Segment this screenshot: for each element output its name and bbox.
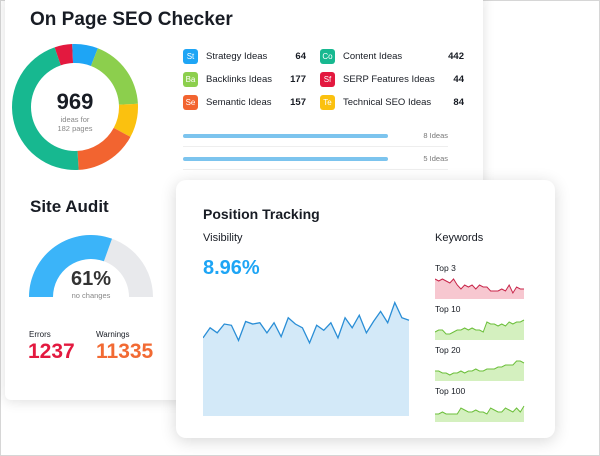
legend-item: St Strategy Ideas (183, 49, 267, 64)
legend-badge: Ba (183, 72, 198, 87)
legend-value: 177 (290, 74, 306, 85)
area-fill (435, 406, 524, 422)
legend-item: Sf SERP Features Ideas (320, 72, 435, 87)
tracking-title: Position Tracking (203, 206, 320, 222)
keyword-label: Top 20 (435, 345, 461, 355)
legend-label: Semantic Ideas (206, 97, 272, 108)
donut-segment (90, 48, 138, 105)
divider (183, 169, 448, 170)
legend-badge: Sf (320, 72, 335, 87)
legend-value: 44 (453, 74, 464, 85)
area-fill (203, 302, 409, 416)
keyword-sparkline (435, 278, 524, 299)
keyword-label: Top 100 (435, 386, 466, 396)
donut-segment (113, 103, 138, 137)
series-line (435, 319, 525, 335)
divider (183, 146, 448, 147)
keywords-label: Keywords (435, 232, 484, 244)
gauge-fill (29, 235, 113, 297)
visibility-label: Visibility (203, 232, 243, 244)
legend-label: SERP Features Ideas (343, 74, 435, 85)
legend-badge: Te (320, 95, 335, 110)
series-line (435, 360, 525, 376)
ideas-sub2: 182 pages (57, 124, 93, 133)
donut-segment (72, 44, 98, 66)
legend-label: Strategy Ideas (206, 51, 268, 62)
legend-label: Technical SEO Ideas (343, 97, 432, 108)
series-line (435, 405, 525, 415)
warnings-value: 11335 (96, 340, 154, 363)
donut-segment (11, 47, 79, 171)
keyword-sparkline (435, 319, 525, 340)
series-line (435, 278, 524, 295)
audit-sub: no changes (71, 291, 111, 300)
keyword-label: Top 3 (435, 263, 456, 273)
legend-item: Te Technical SEO Ideas (320, 95, 431, 110)
ideas-bar-2 (183, 157, 388, 161)
legend-item: Se Semantic Ideas (183, 95, 271, 110)
legend-label: Content Ideas (343, 51, 403, 62)
ideas-sub1: ideas for (60, 115, 90, 124)
errors-label: Errors (29, 330, 51, 339)
legend-item: Co Content Ideas (320, 49, 402, 64)
seo-title: On Page SEO Checker (30, 9, 233, 30)
ideas-bar-1 (183, 134, 388, 138)
audit-title: Site Audit (30, 197, 109, 216)
legend-badge: St (183, 49, 198, 64)
donut-segment (54, 44, 74, 66)
keyword-label: Top 10 (435, 304, 461, 314)
legend-badge: Se (183, 95, 198, 110)
donut-segment (77, 127, 131, 170)
keyword-sparkline (435, 360, 525, 381)
legend-value: 157 (290, 97, 306, 108)
keyword-sparkline (435, 405, 525, 422)
ideas-bar-2-label: 5 Ideas (423, 154, 448, 163)
legend-value: 442 (448, 51, 464, 62)
ideas-total: 969 (56, 89, 94, 114)
ideas-donut-chart (11, 44, 138, 171)
warnings-label: Warnings (96, 330, 130, 339)
audit-percent: 61% (70, 268, 112, 290)
legend-item: Ba Backlinks Ideas (183, 72, 272, 87)
legend-value: 64 (295, 51, 306, 62)
legend-label: Backlinks Ideas (206, 74, 273, 85)
visibility-chart (203, 300, 410, 416)
area-fill (435, 279, 524, 299)
errors-value: 1237 (28, 340, 75, 363)
legend-badge: Co (320, 49, 335, 64)
visibility-value: 8.96% (203, 257, 260, 279)
series-line (203, 300, 410, 345)
ideas-bar-1-label: 8 Ideas (423, 131, 448, 140)
audit-gauge (29, 235, 153, 297)
legend-value: 84 (453, 97, 464, 108)
